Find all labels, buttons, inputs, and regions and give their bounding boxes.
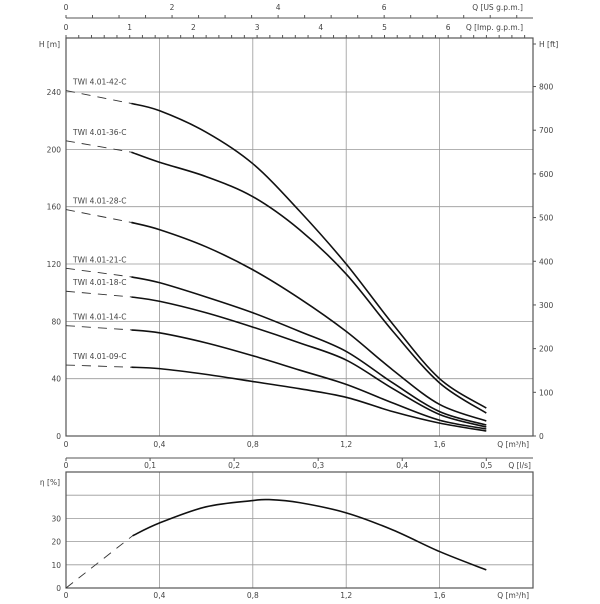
y-right-tick-label: 0 [539, 432, 544, 441]
top-axis-tick-label: 4 [276, 3, 281, 12]
x-tick-label: 0 [64, 591, 69, 600]
head-curve [131, 151, 487, 414]
head-curve-dashed [65, 364, 132, 368]
x-tick-label: 0,8 [247, 440, 259, 449]
y-tick-label: 80 [51, 317, 61, 326]
top-axis-tick-label: 2 [170, 3, 175, 12]
head-curve [131, 102, 487, 409]
top-axis-tick-label: 0 [64, 23, 69, 32]
top-axis-tick-label: 3 [255, 23, 260, 32]
y-tick-label: 160 [47, 203, 62, 212]
y-right-tick-label: 400 [539, 257, 554, 266]
y-tick-label: 200 [47, 145, 62, 154]
head-curve-dashed [65, 325, 132, 331]
top-axis-tick-label: 0 [64, 3, 69, 12]
head-curve [131, 276, 487, 426]
y-right-tick-label: 800 [539, 83, 554, 92]
y-axis-label: H [m] [39, 40, 60, 49]
ls-axis-tick-label: 0,2 [228, 461, 240, 470]
x-tick-label: 0,8 [247, 591, 259, 600]
ls-axis-label: Q [l/s] [508, 461, 531, 470]
ls-axis-tick-label: 0,1 [144, 461, 156, 470]
efficiency-curve [132, 498, 487, 571]
head-curve-dashed [65, 209, 132, 223]
y-right-axis-label: H [ft] [539, 40, 558, 49]
y-tick-label: 0 [56, 432, 61, 441]
top-axis-tick-label: 6 [382, 3, 387, 12]
ls-axis-tick-label: 0,5 [480, 461, 492, 470]
top-axis-label: Q [US g.p.m.] [472, 3, 523, 12]
x-axis-label: Q [m³/h] [497, 591, 529, 600]
x-axis-label: Q [m³/h] [497, 440, 529, 449]
series-label: TWI 4.01-42-C [72, 78, 127, 87]
y-right-tick-label: 200 [539, 345, 554, 354]
y-right-tick-label: 100 [539, 388, 554, 397]
y-tick-label: 20 [51, 538, 61, 547]
series-label: TWI 4.01-28-C [72, 197, 127, 206]
top-axis-tick-label: 4 [318, 23, 323, 32]
top-axis-tick-label: 2 [191, 23, 196, 32]
top-axis-label: Q [Imp. g.p.m.] [466, 23, 523, 32]
y-tick-label: 40 [51, 375, 61, 384]
top-axis-tick-label: 6 [446, 23, 451, 32]
head-curve-dashed [65, 290, 132, 298]
efficiency-plot-frame [65, 471, 534, 589]
y-tick-label: 10 [51, 561, 61, 570]
y-tick-label: 120 [47, 260, 62, 269]
y-axis-label: η [%] [40, 478, 60, 487]
head-curve [131, 296, 487, 428]
y-right-tick-label: 700 [539, 126, 554, 135]
x-tick-label: 1,2 [340, 440, 352, 449]
x-tick-label: 0,4 [153, 591, 165, 600]
head-curve-dashed [65, 267, 132, 278]
y-tick-label: 30 [51, 514, 61, 523]
x-tick-label: 1,6 [434, 591, 446, 600]
x-tick-label: 0,4 [153, 440, 165, 449]
top-axis-tick-label: 1 [127, 23, 132, 32]
y-tick-label: 0 [56, 584, 61, 593]
head-curve-dashed [65, 140, 132, 153]
head-curve [131, 329, 487, 430]
top-axis-tick-label: 5 [382, 23, 387, 32]
y-right-tick-label: 600 [539, 170, 554, 179]
y-right-tick-label: 500 [539, 214, 554, 223]
y-tick-label: 240 [47, 88, 62, 97]
series-label: TWI 4.01-14-C [72, 313, 127, 322]
series-label: TWI 4.01-09-C [72, 352, 127, 361]
head-curve [131, 221, 487, 422]
series-label: TWI 4.01-18-C [72, 278, 127, 287]
head-curve-dashed [65, 90, 132, 104]
head-curve [131, 366, 487, 432]
x-tick-label: 0 [64, 440, 69, 449]
ls-axis-tick-label: 0,3 [312, 461, 324, 470]
ls-axis-tick-label: 0,4 [396, 461, 408, 470]
y-right-tick-label: 300 [539, 301, 554, 310]
efficiency-curve-dashed [65, 535, 133, 589]
head-plot-frame [65, 37, 534, 437]
x-tick-label: 1,2 [340, 591, 352, 600]
series-label: TWI 4.01-21-C [72, 255, 127, 264]
series-label: TWI 4.01-36-C [72, 128, 127, 137]
ls-axis-tick-label: 0 [64, 461, 69, 470]
x-tick-label: 1,6 [434, 440, 446, 449]
